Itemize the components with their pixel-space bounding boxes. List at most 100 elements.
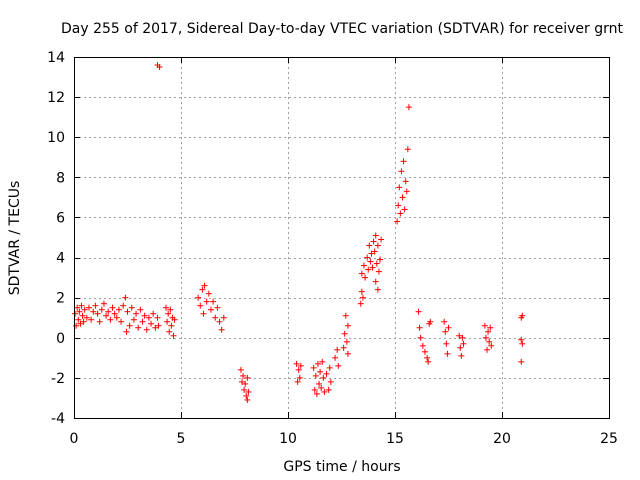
data-point	[319, 358, 326, 365]
data-points	[72, 62, 526, 403]
data-point	[456, 332, 463, 339]
data-point	[340, 344, 347, 351]
data-point	[137, 306, 144, 313]
data-point	[199, 286, 206, 293]
data-point	[425, 358, 432, 365]
data-point	[133, 310, 140, 317]
data-point	[113, 314, 120, 321]
data-point	[150, 310, 157, 317]
y-tick-label: 6	[56, 210, 65, 226]
data-point	[396, 184, 403, 191]
data-point	[357, 300, 364, 307]
data-point	[139, 318, 146, 325]
data-point	[366, 242, 373, 249]
y-tick-label: 4	[56, 251, 65, 267]
data-point	[482, 334, 489, 341]
data-point	[360, 262, 367, 269]
data-point	[374, 242, 381, 249]
data-point	[323, 370, 330, 377]
data-point	[443, 340, 450, 347]
data-point	[518, 336, 525, 343]
data-point	[168, 322, 175, 329]
data-point	[401, 206, 408, 213]
data-point	[314, 360, 321, 367]
data-point	[358, 270, 365, 277]
data-point	[442, 328, 449, 335]
data-point	[128, 304, 135, 311]
data-point	[344, 322, 351, 329]
data-point	[421, 348, 428, 355]
y-tick-label: 12	[47, 90, 65, 106]
data-point	[105, 308, 112, 315]
data-point	[519, 340, 526, 347]
data-point	[444, 350, 451, 357]
data-point	[403, 188, 410, 195]
data-point	[327, 378, 334, 385]
y-tick-label: 10	[47, 130, 65, 146]
data-point	[400, 158, 407, 165]
data-point	[341, 330, 348, 337]
data-point	[238, 378, 245, 385]
data-point	[457, 344, 464, 351]
data-point	[485, 328, 492, 335]
plot-frame	[74, 57, 610, 419]
data-point	[310, 364, 317, 371]
x-tick-label: 10	[279, 431, 297, 447]
y-tick-labels: -4 -2 0 2 4 6 8 10 12 14	[47, 50, 65, 427]
data-point	[334, 346, 341, 353]
data-point	[165, 310, 172, 317]
data-point	[124, 308, 131, 315]
x-tick-label: 25	[600, 431, 618, 447]
data-point	[103, 312, 110, 319]
data-point	[316, 380, 323, 387]
data-point	[373, 260, 380, 267]
x-tick-label: 20	[493, 431, 511, 447]
data-point	[240, 372, 247, 379]
data-point	[163, 304, 170, 311]
data-point	[123, 328, 130, 335]
data-point	[372, 232, 379, 239]
data-point	[367, 258, 374, 265]
data-point	[519, 312, 526, 319]
data-point	[241, 386, 248, 393]
data-point	[484, 346, 491, 353]
y-tick-label: 14	[47, 50, 65, 66]
data-point	[145, 314, 152, 321]
data-point	[375, 268, 382, 275]
x-tick-labels: 0 5 10 15 20 25	[70, 431, 618, 447]
data-point	[115, 306, 122, 313]
data-point	[72, 310, 79, 317]
data-point	[424, 354, 431, 361]
data-point	[197, 302, 204, 309]
data-point	[294, 378, 301, 385]
data-point	[488, 342, 495, 349]
data-point	[518, 358, 525, 365]
data-point	[220, 314, 227, 321]
data-point	[118, 318, 125, 325]
data-point	[237, 366, 244, 373]
data-point	[318, 384, 325, 391]
data-point	[368, 250, 375, 257]
data-point	[317, 368, 324, 375]
data-point	[210, 298, 217, 305]
data-point	[416, 324, 423, 331]
data-point	[395, 202, 402, 209]
data-point	[77, 320, 84, 327]
data-point	[377, 256, 384, 263]
data-point	[445, 324, 452, 331]
grid-lines	[74, 57, 609, 418]
data-point	[170, 332, 177, 339]
data-point	[374, 286, 381, 293]
data-point	[171, 316, 178, 323]
data-point	[218, 326, 225, 333]
data-point	[92, 302, 99, 309]
data-point	[166, 328, 173, 335]
data-point	[126, 322, 133, 329]
data-point	[321, 388, 328, 395]
data-point	[344, 350, 351, 357]
data-point	[394, 218, 401, 225]
data-point	[143, 326, 150, 333]
data-point	[359, 294, 366, 301]
y-tick-label: 8	[56, 170, 65, 186]
data-point	[297, 362, 304, 369]
